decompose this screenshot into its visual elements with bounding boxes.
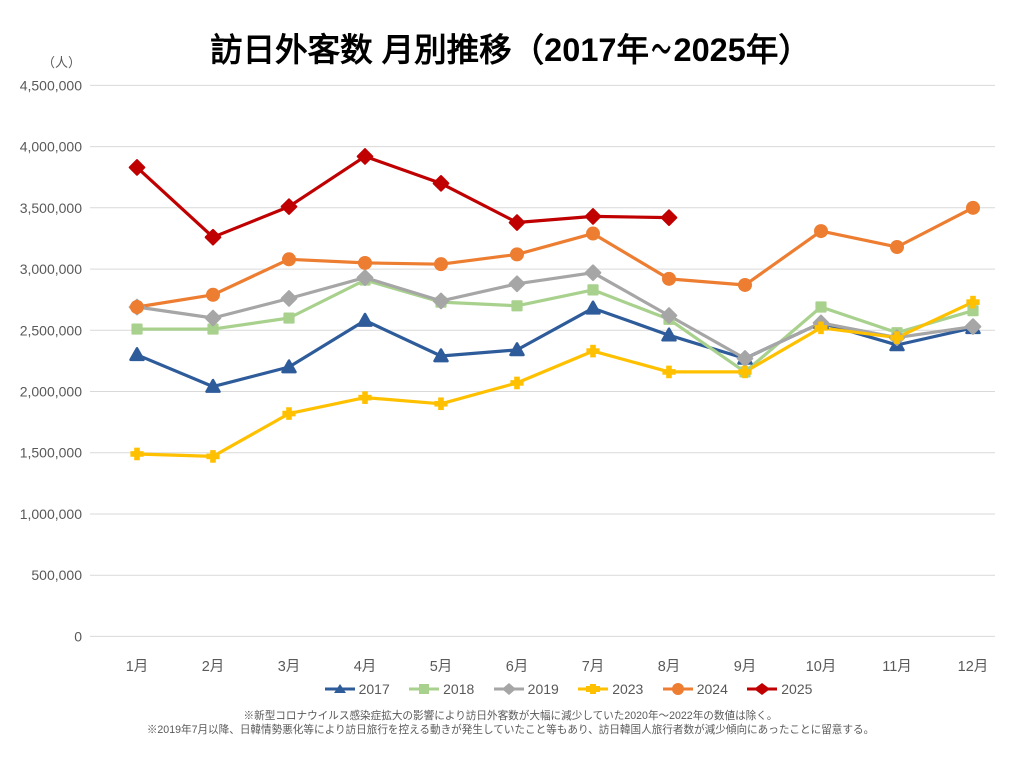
svg-text:6月: 6月 [506,659,529,675]
svg-text:2,500,000: 2,500,000 [20,322,82,338]
svg-text:2月: 2月 [202,659,225,675]
svg-text:1,000,000: 1,000,000 [20,506,82,522]
svg-text:3,500,000: 3,500,000 [20,200,82,216]
svg-text:2,000,000: 2,000,000 [20,384,82,400]
svg-text:7月: 7月 [582,659,605,675]
svg-text:12月: 12月 [958,659,989,675]
svg-text:3月: 3月 [278,659,301,675]
svg-text:0: 0 [74,628,82,644]
svg-text:1月: 1月 [126,659,149,675]
svg-text:4,500,000: 4,500,000 [20,77,82,93]
svg-text:5月: 5月 [430,659,453,675]
svg-text:1,500,000: 1,500,000 [20,445,82,461]
svg-text:500,000: 500,000 [31,567,82,583]
svg-text:10月: 10月 [806,659,837,675]
svg-text:4月: 4月 [354,659,377,675]
svg-text:3,000,000: 3,000,000 [20,261,82,277]
svg-text:4,000,000: 4,000,000 [20,139,82,155]
svg-text:9月: 9月 [734,659,757,675]
svg-text:8月: 8月 [658,659,681,675]
svg-text:11月: 11月 [882,659,912,675]
